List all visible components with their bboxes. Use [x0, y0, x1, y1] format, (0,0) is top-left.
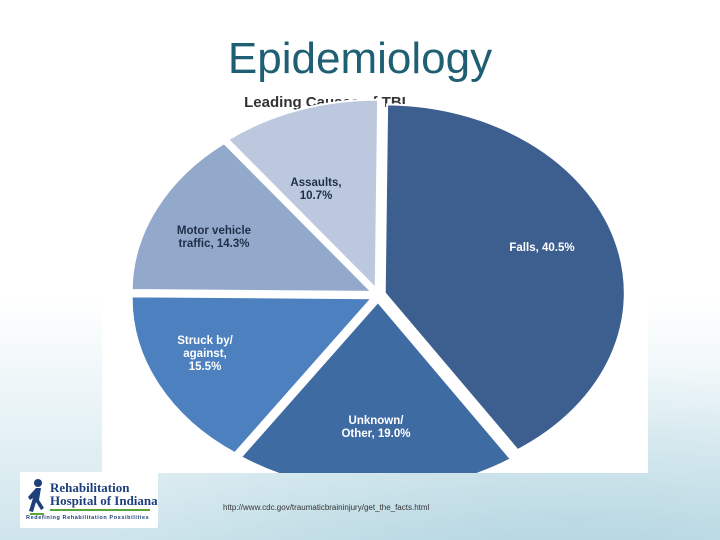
- slice-label-falls: Falls, 40.5%: [509, 242, 574, 254]
- logo-divider: [50, 509, 150, 511]
- pie-slice-unknown-other: [239, 300, 513, 473]
- slide-title: Epidemiology: [227, 34, 493, 83]
- pie-slice-falls: [383, 103, 626, 452]
- logo-tagline: Redefining Rehabilitation Possibilities: [26, 515, 150, 521]
- hospital-logo: Rehabilitation Hospital of Indiana Redef…: [20, 472, 158, 528]
- pie-chart: Falls, 40.5% Unknown/Other, 19.0% Struck b…: [130, 98, 626, 473]
- slice-label-unknown-other: Unknown/Other, 19.0%: [341, 415, 410, 440]
- pie-slice-assaults: [226, 98, 380, 291]
- pie-slice-struck-by-against: [130, 295, 374, 455]
- running-figure-icon: [28, 479, 44, 515]
- slice-label-struck-by-against: Struck by/against, 15.5%: [177, 335, 233, 373]
- chart-panel: Leading Causes of TBI Falls, 40.5% Unknow…: [102, 86, 648, 473]
- slice-label-motor-vehicle-traffic: Motor vehicle traffic, 14.3%: [177, 225, 251, 250]
- logo-line-2: Hospital of Indiana: [50, 493, 158, 508]
- source-citation: http://www.cdc.gov/traumaticbraininjury/…: [223, 503, 430, 512]
- logo-line-1: Rehabilitation: [50, 480, 130, 495]
- pie-slice-motor-vehicle-traffic: [130, 141, 375, 293]
- slice-label-assaults: Assaults, 10.7%: [290, 177, 341, 202]
